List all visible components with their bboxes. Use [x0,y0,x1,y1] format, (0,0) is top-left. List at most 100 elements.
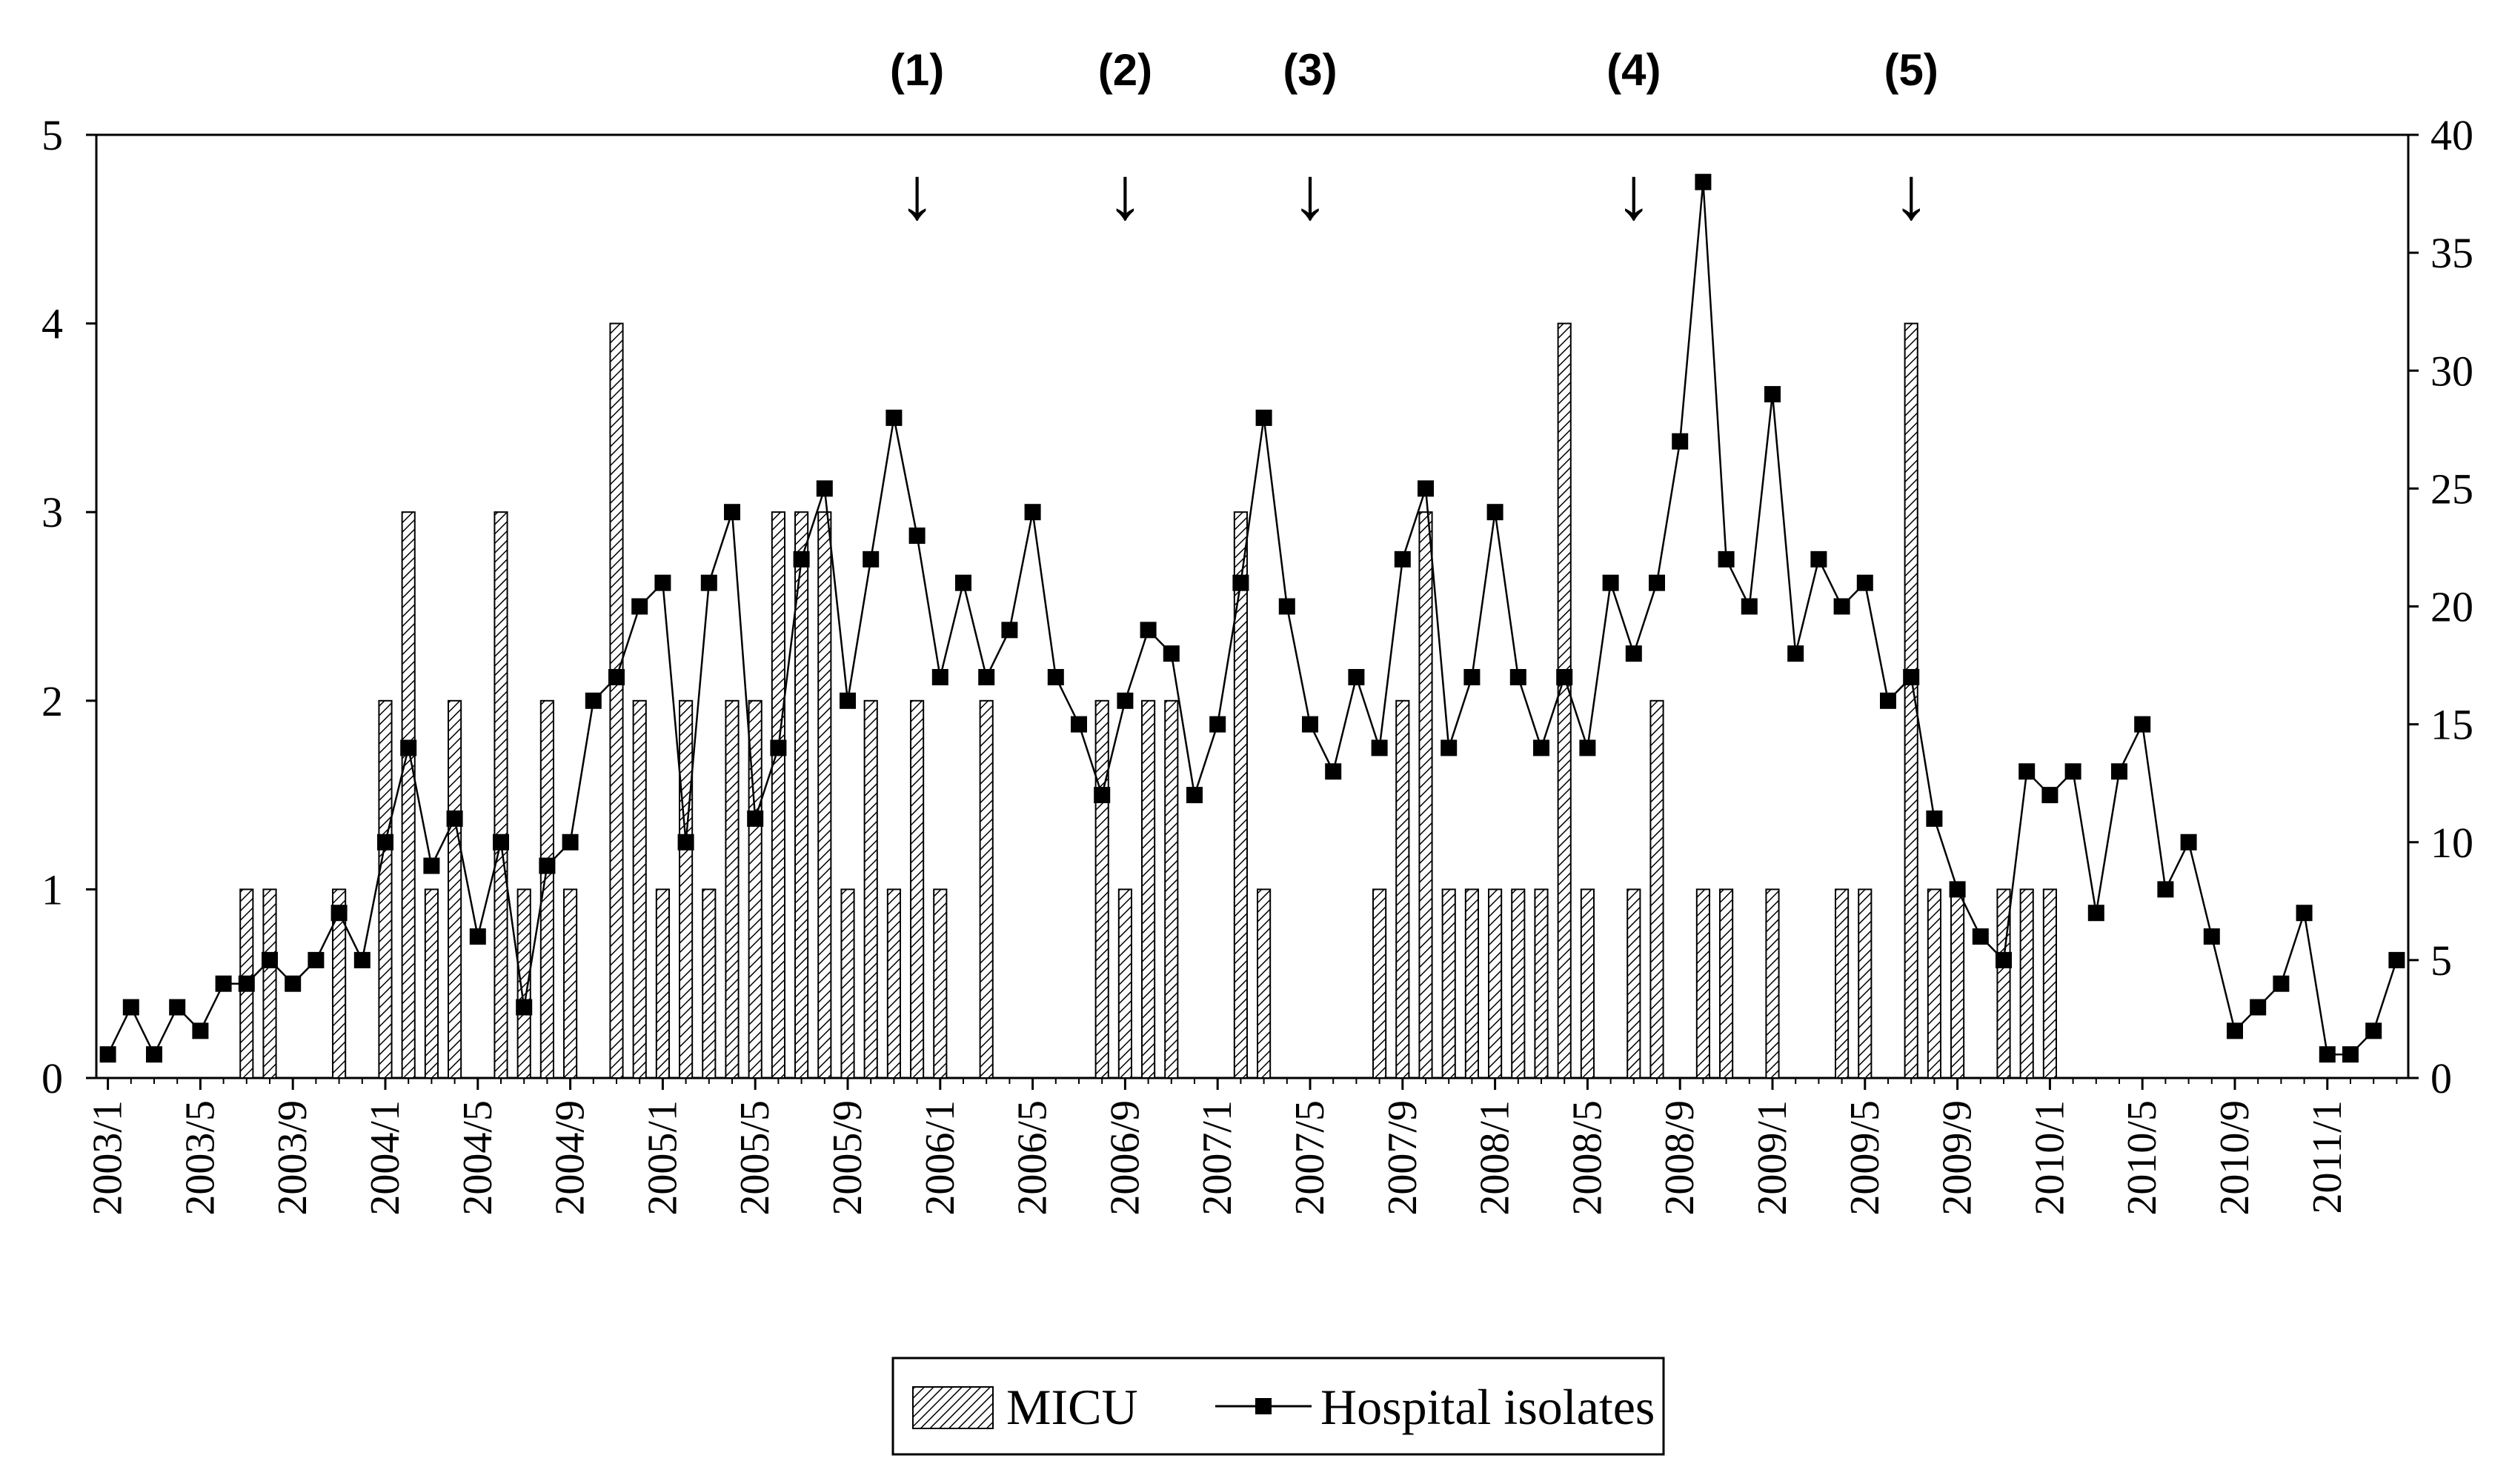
micu-bar [1233,511,1248,1079]
hospital-isolates-point [747,810,764,827]
hospital-isolates-point [724,504,740,521]
micu-bar [1094,699,1109,1079]
annotation-label: (5) [1884,45,1938,95]
micu-bar [1858,888,1873,1079]
micu-bar [1557,322,1572,1079]
right-axis-tick-label: 5 [2430,936,2452,985]
hospital-isolates-point [2064,763,2081,780]
micu-bar [933,888,948,1079]
hospital-isolates-point [262,951,278,968]
hospital-isolates-point [1856,574,1873,591]
micu-bar [725,699,740,1079]
x-axis-tick-label: 2007/1 [1194,1100,1240,1216]
hospital-isolates-point [654,574,671,591]
plot-border [95,133,2410,1079]
micu-bar [702,888,717,1079]
hospital-isolates-point [1949,881,1966,898]
hospital-isolates-point [931,668,948,685]
left-axis-tick-label: 1 [41,865,63,914]
micu-bar [1257,888,1272,1079]
hospital-isolates-point [493,833,509,851]
hospital-isolates-point [978,668,995,685]
x-axis-tick-label: 2008/1 [1472,1100,1518,1216]
micu-bar [609,322,624,1079]
hospital-isolates-point [1672,433,1689,450]
x-axis-tick-label: 2003/9 [270,1100,316,1216]
x-axis-tick-label: 2009/5 [1842,1100,1888,1216]
x-axis-tick-label: 2010/9 [2212,1100,2258,1216]
annotation-arrow-icon: ↓ [1893,153,1930,235]
micu-bar [863,699,878,1079]
micu-bar [1418,511,1433,1079]
hospital-isolates-point [2203,928,2220,945]
right-axis-tick-label: 20 [2430,583,2473,631]
left-y-axis: 0 1 2 3 4 5 [41,111,96,1102]
micu-bar [1835,888,1850,1079]
right-y-axis: 0 5 10 15 20 25 30 35 40 [2408,111,2473,1102]
hospital-isolates-point [1209,716,1226,733]
micu-bar [910,699,925,1079]
hospital-isolates-point [770,739,787,756]
x-axis-tick-label: 2006/5 [1010,1100,1056,1216]
hospital-isolates-point [377,833,393,851]
micu-bar [771,511,785,1079]
legend-line-marker [1255,1398,1272,1414]
hospital-isolates-point [169,999,186,1016]
annotation-arrow-icon: ↓ [899,153,936,235]
micu-bar [1117,888,1132,1079]
hospital-isolates-point [1441,739,1458,756]
hospital-isolates-point [99,1046,116,1063]
micu-bar [1372,888,1387,1079]
micu-bar [817,511,832,1079]
left-axis-tick-label: 0 [41,1054,63,1102]
hospital-isolates-point [2111,763,2127,780]
hospital-isolates-point [1972,928,1989,945]
x-axis-tick-label: 2005/1 [639,1100,685,1216]
x-axis-tick-label: 2005/9 [825,1100,871,1216]
x-axis-tick-label: 2008/5 [1564,1100,1610,1216]
x-axis-tick-label: 2003/5 [177,1100,223,1216]
hospital-isolates-point [585,692,602,709]
micu-bar [655,888,670,1079]
right-axis-tick-label: 10 [2430,819,2473,867]
hospital-isolates-point [2018,763,2036,780]
x-axis-tick-label: 2004/1 [362,1100,408,1216]
hospital-isolates-point [1533,739,1549,756]
micu-bar [378,699,393,1079]
legend-micu-label: MICU [1006,1379,1138,1435]
micu-bar [563,888,578,1079]
hospital-isolates-point [330,905,348,922]
hospital-isolates-point [1255,409,1272,426]
hospital-isolates-point [1348,668,1365,685]
annotation-label: (3) [1283,45,1337,95]
micu-bar [1627,888,1641,1079]
micu-bar [262,888,277,1079]
hospital-isolates-point [1024,504,1041,521]
hospital-isolates-point [1764,386,1781,403]
hospital-isolates-point [1509,668,1526,685]
hospital-isolates-point [2134,716,2151,733]
x-axis-tick-label: 2007/9 [1380,1100,1426,1216]
hospital-isolates-point [1996,951,2012,968]
annotation-label: (2) [1098,45,1152,95]
x-axis-tick-label: 2008/9 [1657,1100,1703,1216]
hospital-isolates-point [2087,905,2104,922]
left-axis-tick-label: 3 [41,488,63,536]
hospital-isolates-point [192,1022,209,1039]
hospital-isolates-point [516,999,533,1016]
hospital-isolates-point [1371,739,1388,756]
hospital-isolates-point [1926,810,1943,827]
annotations: (1) ↓ (2) ↓ (3) ↓ (4) ↓ (5) ↓ [890,45,1938,235]
hospital-isolates-point [1094,787,1111,804]
right-axis-tick-label: 0 [2430,1054,2452,1102]
micu-bar [2042,888,2057,1079]
plot-frame [95,133,2410,1079]
hospital-isolates-point [2273,975,2290,992]
hospital-isolates-point [1001,622,1018,639]
micu-bars [239,322,2057,1079]
right-axis-tick-label: 35 [2430,229,2473,277]
right-axis-tick-label: 15 [2430,701,2473,749]
hospital-isolates-point [1880,692,1896,709]
